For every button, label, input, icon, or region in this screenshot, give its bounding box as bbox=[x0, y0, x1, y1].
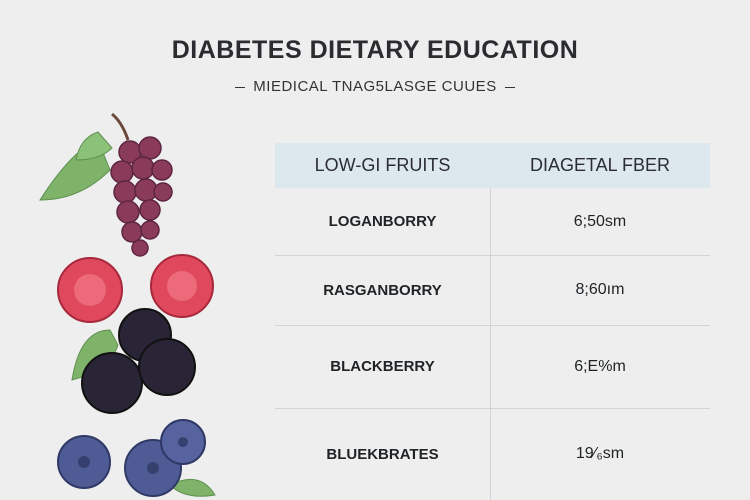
row-divider bbox=[275, 325, 710, 326]
column-divider bbox=[490, 188, 491, 500]
dash bbox=[235, 86, 246, 88]
subtitle-row: MIEDICAL TNAG5LASGE CUUES bbox=[0, 78, 750, 95]
title: DIABETES DIETARY EDUCATION bbox=[171, 36, 579, 64]
fruit-name: LOGANBORRY bbox=[328, 213, 437, 230]
column-header: DIAGETAL FBER bbox=[490, 143, 710, 188]
fiber-value: 6;50sm bbox=[573, 212, 627, 230]
fruit-name: BLUEKBRATES bbox=[326, 445, 439, 463]
table: LOW-GI FRUITS DIAGETAL FBER LOGANBORRY 6;… bbox=[275, 143, 710, 500]
column-header: LOW-GI FRUITS bbox=[275, 143, 490, 188]
raspberries bbox=[57, 254, 214, 323]
grape-cluster bbox=[39, 112, 173, 257]
fruit-illustration bbox=[39, 112, 216, 497]
fruit-name: RASGANBORRY bbox=[323, 281, 442, 299]
fruit-name: BLACKBERRY bbox=[330, 358, 435, 375]
row-divider bbox=[275, 255, 710, 256]
subtitle: MIEDICAL TNAG5LASGE CUUES bbox=[253, 78, 497, 95]
blackberries bbox=[71, 308, 196, 414]
fiber-value: 6;E%m bbox=[574, 357, 626, 375]
fiber-value: 8;60ım bbox=[575, 281, 625, 298]
row-divider bbox=[275, 408, 710, 409]
blueberries bbox=[57, 419, 216, 497]
fiber-value: 19⁄₆sm bbox=[575, 445, 625, 462]
dash bbox=[504, 86, 515, 88]
